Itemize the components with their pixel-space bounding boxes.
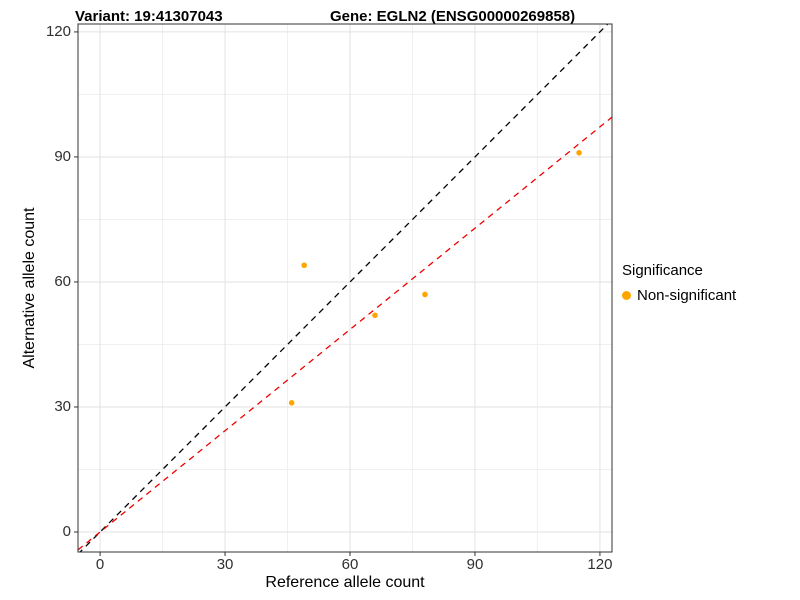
legend-item: Non-significant <box>622 287 736 304</box>
x-tick-label: 30 <box>216 556 234 573</box>
panel-background <box>78 24 612 552</box>
y-tick-label: 60 <box>54 272 71 290</box>
legend-point-icon <box>622 291 631 300</box>
legend-title: Significance <box>622 262 703 279</box>
chart-title-variant: Variant: 19:41307043 <box>75 8 223 25</box>
data-point <box>422 291 428 298</box>
panel-border <box>77 23 613 553</box>
legend: Significance Non-significant <box>622 262 736 304</box>
data-point <box>372 312 378 319</box>
legend-item-label: Non-significant <box>637 287 737 304</box>
x-tick-label: 90 <box>466 556 484 573</box>
y-tick-label: 30 <box>54 397 71 415</box>
x-axis-label: Reference allele count <box>265 574 425 591</box>
chart-title-gene: Gene: EGLN2 (ENSG00000269858) <box>330 8 576 25</box>
x-tick-label: 60 <box>341 556 359 573</box>
y-tick-label: 0 <box>62 522 71 540</box>
x-tick-label: 120 <box>587 556 613 573</box>
identity-line <box>79 24 609 552</box>
data-point <box>301 262 307 269</box>
y-tick-label: 90 <box>54 147 71 165</box>
y-tick-label: 120 <box>45 22 71 40</box>
fit-line <box>78 116 612 551</box>
data-point <box>576 149 582 156</box>
x-tick-label: 0 <box>95 556 105 573</box>
data-point <box>288 400 295 406</box>
